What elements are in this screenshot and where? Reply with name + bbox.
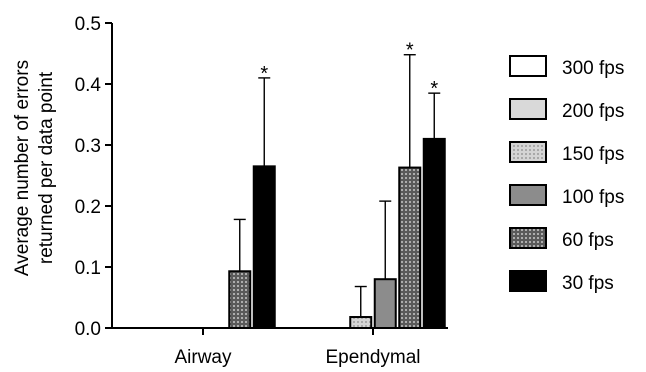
legend-label: 60 fps	[562, 230, 614, 251]
legend-label: 150 fps	[562, 144, 624, 165]
bar	[228, 270, 252, 329]
y-tick-label: 0.4	[75, 75, 102, 96]
y-axis: 0.0 0.1 0.2 0.3 0.4 0.5	[75, 14, 113, 340]
significance-star: *	[406, 40, 414, 62]
bars: * * *	[228, 40, 446, 330]
legend-swatch	[509, 184, 547, 206]
y-tick-label: 0.2	[75, 197, 101, 218]
y-axis-title: Average number of errors returned per da…	[12, 60, 57, 276]
significance-star: *	[260, 63, 268, 85]
bar	[422, 137, 446, 329]
bar	[373, 278, 397, 330]
legend-swatch	[509, 98, 547, 120]
y-tick-label: 0.1	[75, 258, 101, 279]
legend-swatch	[509, 227, 547, 249]
legend-swatch	[509, 270, 547, 292]
legend-swatch	[509, 55, 547, 77]
legend-label: 30 fps	[562, 273, 614, 294]
bar	[252, 165, 276, 329]
y-tick-label: 0.0	[75, 319, 101, 340]
legend-label: 300 fps	[562, 58, 624, 79]
legend-label: 100 fps	[562, 187, 624, 208]
bar	[398, 166, 422, 329]
legend: 300 fps 200 fps 150 fps 100 fps 60 fps 30 fps	[509, 55, 624, 294]
legend-swatch	[509, 141, 547, 163]
x-tick-label: Ependymal	[325, 347, 420, 368]
y-axis-title-line-1: Average number of errors	[12, 60, 33, 276]
x-axis: Airway Ependymal	[112, 327, 448, 368]
legend-label: 200 fps	[562, 101, 624, 122]
significance-star: *	[430, 78, 438, 100]
bar	[349, 316, 373, 329]
x-tick-label: Airway	[174, 347, 232, 368]
y-tick-label: 0.5	[75, 14, 101, 35]
y-axis-title-line-2: returned per data point	[36, 71, 57, 264]
y-tick-label: 0.3	[75, 136, 101, 157]
